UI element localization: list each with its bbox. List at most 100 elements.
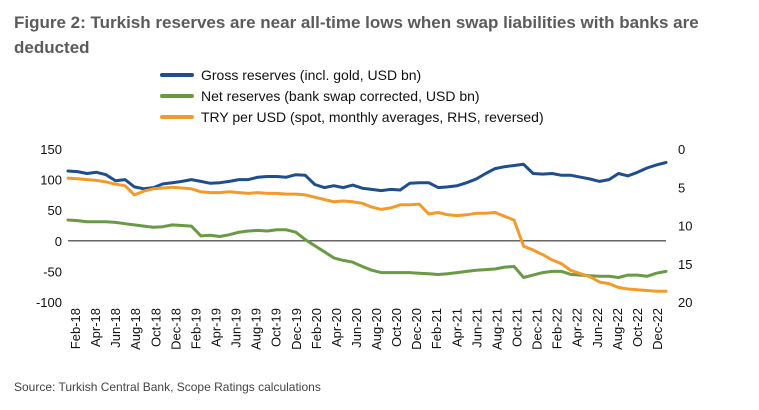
series-1-point-6 (124, 222, 126, 225)
series-0-point-24 (295, 173, 297, 176)
series-0-point-36 (408, 182, 411, 185)
series-2-point-38 (427, 213, 430, 215)
series-1-point-46 (503, 266, 506, 268)
x-tick-label-5: Dec-18 (168, 308, 183, 350)
series-0-point-4 (105, 173, 107, 176)
series-2-point-4 (105, 181, 107, 183)
series-1-point-11 (171, 224, 174, 226)
x-tick-label-11: Dec-19 (289, 308, 304, 350)
series-2-point-29 (342, 200, 345, 202)
series-0-point-42 (465, 181, 468, 184)
x-tick-label-15: Aug-20 (369, 308, 384, 350)
y-left-tick-label-0: 150 (40, 142, 62, 157)
series-0-point-35 (399, 189, 402, 191)
x-tick-label-27: Aug-22 (610, 308, 625, 350)
series-1-point-24 (295, 231, 297, 234)
series-0-point-43 (475, 178, 477, 180)
legend-label-net: Net reserves (bank swap corrected, USD b… (201, 87, 480, 104)
series-1-point-38 (427, 273, 430, 275)
series-2-point-36 (408, 204, 411, 206)
series-1-point-5 (114, 221, 117, 224)
series-2-point-49 (532, 249, 534, 251)
x-tick-label-29: Dec-22 (650, 308, 665, 350)
series-0-point-0 (67, 170, 69, 172)
series-1-point-8 (143, 225, 145, 227)
series-2-point-25 (304, 194, 307, 196)
x-tick-label-25: Apr-22 (570, 308, 585, 347)
series-1-point-53 (570, 273, 572, 276)
series-0-point-47 (513, 164, 515, 167)
series-1-point-17 (228, 233, 231, 236)
series-0-point-63 (665, 161, 667, 164)
series-2-point-34 (389, 207, 392, 209)
x-tick-label-20: Jun-21 (469, 308, 484, 348)
series-2-point-43 (475, 212, 477, 215)
y-right-tick-label-2: 10 (678, 219, 692, 234)
series-2-point-30 (351, 200, 354, 203)
series-0-point-29 (342, 186, 345, 189)
series-0-point-7 (133, 186, 136, 188)
series-0-point-60 (636, 171, 639, 174)
series-1-point-63 (665, 270, 667, 273)
series-2-point-59 (627, 288, 629, 290)
series-1-point-15 (209, 234, 212, 237)
series-2-point-55 (589, 275, 591, 278)
series-0-point-11 (171, 181, 174, 184)
series-0-point-28 (332, 184, 335, 187)
series-0-point-18 (238, 178, 240, 181)
series-0-point-61 (646, 167, 648, 169)
series-0-point-20 (257, 176, 259, 178)
series-0-point-62 (655, 164, 658, 166)
legend-item-try: TRY per USD (spot, monthly averages, RHS… (160, 106, 544, 127)
series-1-point-13 (190, 225, 193, 227)
series-2-point-12 (181, 187, 183, 189)
series-0-point-2 (86, 172, 88, 175)
y-right-tick-label-4: 20 (678, 295, 692, 310)
series-1-point-21 (266, 230, 269, 232)
series-0-point-37 (418, 181, 421, 184)
series-2-point-26 (313, 196, 316, 198)
series-1-point-34 (389, 271, 392, 274)
series-0-point-19 (247, 178, 250, 181)
series-1-point-44 (484, 268, 487, 271)
series-1-point-0 (67, 219, 69, 221)
legend-swatch-gross (160, 72, 194, 77)
series-1-point-49 (532, 274, 534, 276)
series-2-point-56 (598, 281, 601, 283)
series-1-point-50 (541, 271, 544, 274)
series-2-point-27 (323, 198, 326, 201)
series-0-point-49 (532, 172, 534, 175)
chart-title: Figure 2: Turkish reserves are near all-… (14, 13, 699, 57)
series-line-0 (66, 161, 668, 193)
series-0-point-46 (503, 165, 506, 168)
series-1-point-58 (617, 276, 620, 279)
x-tick-label-16: Oct-20 (389, 308, 404, 347)
series-1-point-39 (437, 273, 439, 276)
series-1-point-7 (133, 224, 136, 226)
series-2-point-54 (579, 272, 582, 275)
x-tick-label-19: Apr-21 (449, 308, 464, 347)
series-2-point-18 (238, 191, 240, 194)
legend-item-gross: Gross reserves (incl. gold, USD bn) (160, 64, 544, 85)
y-left-tick-label-5: -100 (36, 295, 62, 310)
series-2-point-53 (570, 269, 572, 272)
series-2-point-20 (257, 191, 259, 194)
series-2-point-24 (295, 193, 297, 195)
series-2-point-45 (494, 211, 496, 214)
series-2-point-51 (551, 259, 553, 261)
series-2-point-9 (152, 187, 155, 190)
series-1-point-14 (200, 235, 202, 237)
series-2-point-46 (503, 215, 506, 218)
series-1-point-22 (276, 228, 278, 231)
series-1-point-43 (475, 269, 477, 271)
series-0-point-10 (162, 183, 164, 185)
series-1-point-2 (86, 221, 88, 223)
series-1-point-57 (608, 275, 610, 278)
series-2-point-60 (636, 288, 639, 291)
series-2-point-21 (266, 192, 269, 195)
series-1-point-30 (351, 261, 354, 264)
chart-legend: Gross reserves (incl. gold, USD bn) Net … (160, 64, 544, 127)
x-tick-label-26: Jun-22 (590, 308, 605, 348)
x-tick-label-6: Feb-19 (188, 308, 203, 349)
